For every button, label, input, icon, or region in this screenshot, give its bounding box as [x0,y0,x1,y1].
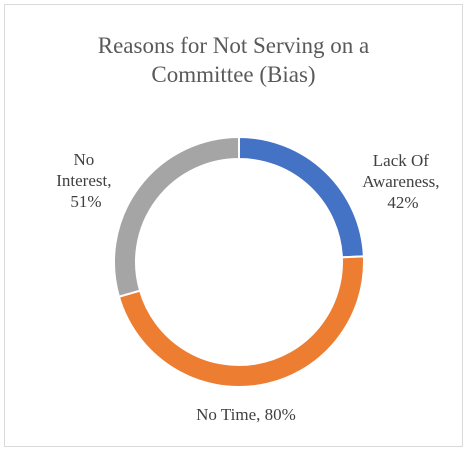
slice-no-time [117,255,365,388]
data-labels: Lack Of Awareness, 42% No Time, 80% No I… [56,150,444,424]
data-label-no-interest: No Interest, 51% [56,150,115,211]
data-label-lack-of-awareness: Lack Of Awareness, 42% [362,151,444,212]
doughnut-slices [113,135,365,388]
slice-lack-of-awareness [238,135,365,259]
chart-title-line-1: Reasons for Not Serving on a [97,33,370,58]
chart-title: Reasons for Not Serving on a Committee (… [5,31,462,89]
slice-no-interest [113,135,240,298]
chart-title-line-2: Committee (Bias) [151,62,316,87]
data-label-no-time: No Time, 80% [196,405,296,424]
